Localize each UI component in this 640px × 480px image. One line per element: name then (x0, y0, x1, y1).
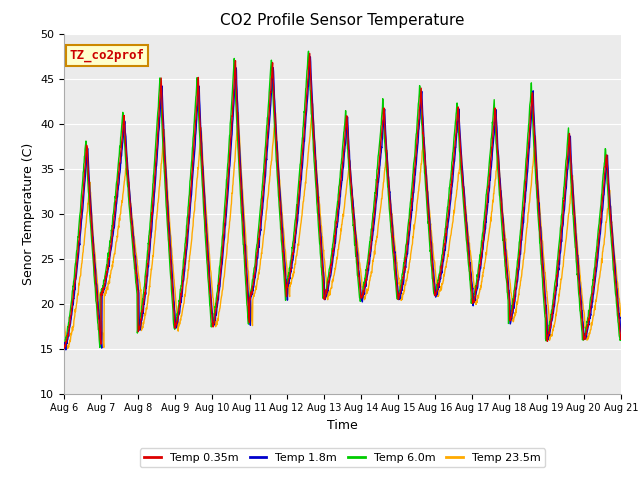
Temp 23.5m (60, 317, 68, 323)
Temp 23.5m (63, 346, 70, 352)
Temp 23.5m (276, 184, 284, 190)
Temp 1.8m (307, 54, 314, 60)
Temp 1.8m (253, 262, 260, 267)
Temp 0.35m (622, 320, 630, 326)
Line: Temp 6.0m: Temp 6.0m (64, 51, 640, 348)
Temp 23.5m (211, 314, 219, 320)
Temp 1.8m (211, 318, 219, 324)
Temp 23.5m (253, 281, 260, 287)
Temp 1.8m (276, 190, 284, 196)
Temp 6.0m (622, 309, 630, 314)
Temp 0.35m (619, 335, 627, 340)
Legend: Temp 0.35m, Temp 1.8m, Temp 6.0m, Temp 23.5m: Temp 0.35m, Temp 1.8m, Temp 6.0m, Temp 2… (140, 448, 545, 467)
Temp 1.8m (62, 347, 70, 353)
Temp 0.35m (276, 199, 284, 205)
Temp 0.35m (373, 179, 381, 184)
Temp 6.0m (60, 344, 68, 350)
Title: CO2 Profile Sensor Temperature: CO2 Profile Sensor Temperature (220, 13, 465, 28)
Temp 6.0m (305, 48, 312, 54)
Temp 6.0m (619, 331, 627, 336)
Temp 0.35m (60, 346, 68, 351)
Temp 1.8m (622, 322, 630, 328)
Temp 6.0m (276, 216, 284, 222)
Line: Temp 0.35m: Temp 0.35m (64, 53, 640, 348)
Temp 23.5m (619, 329, 627, 335)
Temp 1.8m (60, 340, 68, 346)
Temp 6.0m (253, 242, 260, 248)
Temp 6.0m (96, 345, 104, 350)
Temp 0.35m (253, 252, 260, 258)
Temp 6.0m (373, 166, 381, 172)
Temp 23.5m (622, 335, 630, 341)
Temp 0.35m (60, 345, 68, 351)
Line: Temp 1.8m: Temp 1.8m (64, 57, 640, 350)
Line: Temp 23.5m: Temp 23.5m (64, 104, 640, 349)
X-axis label: Time: Time (327, 419, 358, 432)
Temp 1.8m (373, 192, 381, 198)
Temp 1.8m (619, 334, 627, 340)
Y-axis label: Senor Temperature (C): Senor Temperature (C) (22, 143, 35, 285)
Temp 23.5m (308, 101, 316, 107)
Text: TZ_co2prof: TZ_co2prof (70, 49, 145, 62)
Temp 6.0m (211, 307, 219, 313)
Temp 0.35m (211, 317, 219, 323)
Temp 0.35m (306, 50, 314, 56)
Temp 23.5m (373, 234, 381, 240)
